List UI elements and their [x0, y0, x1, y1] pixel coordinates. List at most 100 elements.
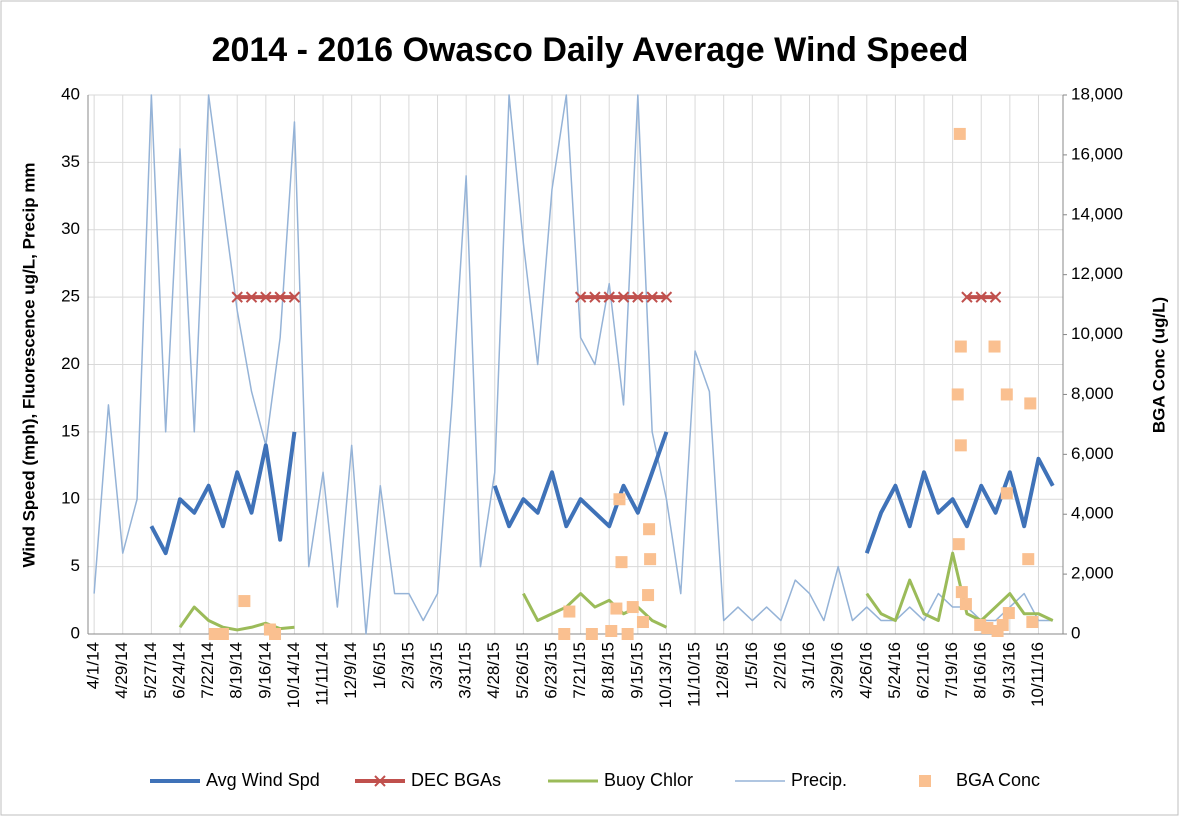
marker: [274, 291, 286, 303]
x-tick-label: 1/5/16: [742, 642, 761, 689]
x-tick-label: 8/18/15: [599, 642, 618, 699]
point: [996, 619, 1009, 632]
point: [954, 340, 967, 353]
legend-swatch: [374, 775, 386, 787]
line: [865, 551, 1054, 623]
y2-tick-label: 2,000: [1071, 564, 1114, 583]
y2-axis-title: BGA Conc (ug/L): [1149, 297, 1168, 433]
marker: [961, 291, 973, 303]
y-tick-label: 30: [61, 219, 80, 238]
x-tick-label: 11/11/14: [313, 642, 332, 706]
point: [1026, 616, 1039, 629]
legend-label: Precip.: [791, 770, 847, 790]
point: [269, 628, 282, 640]
x-tick-label: 4/26/16: [856, 642, 875, 699]
x-tick-label: 12/9/14: [341, 642, 360, 699]
y2-tick-label: 8,000: [1071, 384, 1114, 403]
y2-tick-label: 10,000: [1071, 324, 1123, 343]
marker: [646, 291, 658, 303]
x-tick-label: 10/14/14: [284, 642, 303, 708]
point: [1000, 487, 1013, 500]
y2-tick-label: 4,000: [1071, 504, 1114, 523]
marker: [245, 291, 258, 303]
point: [626, 601, 639, 614]
point: [643, 523, 656, 536]
x-tick-label: 2/2/16: [770, 642, 789, 689]
legend-swatch: [919, 775, 931, 787]
legend-label: Avg Wind Spd: [206, 770, 320, 790]
legend-label: Buoy Chlor: [604, 770, 693, 790]
y2-tick-label: 18,000: [1071, 84, 1123, 103]
point: [558, 628, 571, 640]
y-tick-label: 20: [61, 354, 80, 373]
x-tick-label: 11/10/15: [685, 642, 704, 707]
point: [636, 616, 649, 629]
x-tick-label: 9/16/14: [255, 642, 274, 699]
marker: [632, 291, 644, 303]
point: [1002, 607, 1015, 620]
y-tick-label: 25: [61, 287, 80, 306]
x-tick-label: 9/13/16: [999, 642, 1018, 699]
legend-label: BGA Conc: [956, 770, 1040, 790]
marker: [975, 291, 987, 303]
point: [563, 605, 576, 618]
x-tick-label: 6/23/15: [541, 642, 560, 699]
x-tick-label: 3/1/16: [799, 642, 818, 689]
point: [613, 493, 626, 506]
x-tick-label: 7/21/15: [570, 642, 589, 699]
point: [959, 598, 972, 611]
series: [208, 127, 1039, 640]
marker: [589, 291, 601, 303]
x-tick-label: 4/29/14: [112, 642, 131, 699]
x-tick-label: 9/15/15: [627, 642, 646, 699]
x-tick-label: 5/24/16: [885, 642, 904, 699]
point: [954, 439, 967, 452]
x-tick-label: 3/31/15: [456, 642, 475, 699]
y-tick-label: 40: [61, 84, 80, 103]
point: [952, 538, 965, 551]
x-tick-label: 3/29/16: [828, 642, 847, 699]
marker: [617, 291, 630, 303]
x-tick-label: 2/3/15: [398, 642, 417, 689]
chart-title: 2014 - 2016 Owasco Daily Average Wind Sp…: [212, 31, 969, 69]
point: [642, 589, 655, 602]
point: [953, 127, 966, 140]
line: [492, 431, 669, 529]
y-tick-label: 0: [71, 623, 80, 642]
marker: [231, 291, 243, 303]
point: [1000, 388, 1013, 401]
point: [621, 628, 634, 640]
y-tick-label: 35: [61, 152, 80, 171]
point: [605, 625, 618, 638]
point: [615, 556, 628, 569]
marker: [989, 291, 1002, 303]
point: [644, 553, 657, 566]
x-tick-label: 6/21/16: [913, 642, 932, 699]
series: [231, 291, 1002, 303]
marker: [288, 291, 301, 303]
x-tick-label: 4/28/15: [484, 642, 503, 699]
x-tick-label: 10/11/16: [1028, 642, 1047, 707]
y2-tick-label: 6,000: [1071, 444, 1114, 463]
point: [1022, 553, 1035, 566]
point: [610, 602, 623, 615]
x-tick-label: 12/8/15: [713, 642, 732, 699]
legend-label: DEC BGAs: [411, 770, 501, 790]
point: [1024, 397, 1037, 410]
y-axis-title: Wind Speed (mph), Fluorescence ug/L, Pre…: [19, 162, 38, 567]
line: [864, 456, 1055, 554]
marker: [660, 291, 673, 303]
x-tick-label: 5/27/14: [141, 642, 160, 699]
line: [522, 592, 668, 629]
x-tick-label: 5/26/15: [513, 642, 532, 699]
x-tick-label: 8/16/16: [971, 642, 990, 699]
y-tick-label: 10: [61, 489, 80, 508]
x-tick-label: 6/24/14: [169, 642, 188, 699]
point: [951, 388, 964, 401]
y-tick-label: 15: [61, 421, 80, 440]
series: [149, 431, 1055, 556]
point: [238, 595, 251, 608]
line: [149, 431, 297, 556]
